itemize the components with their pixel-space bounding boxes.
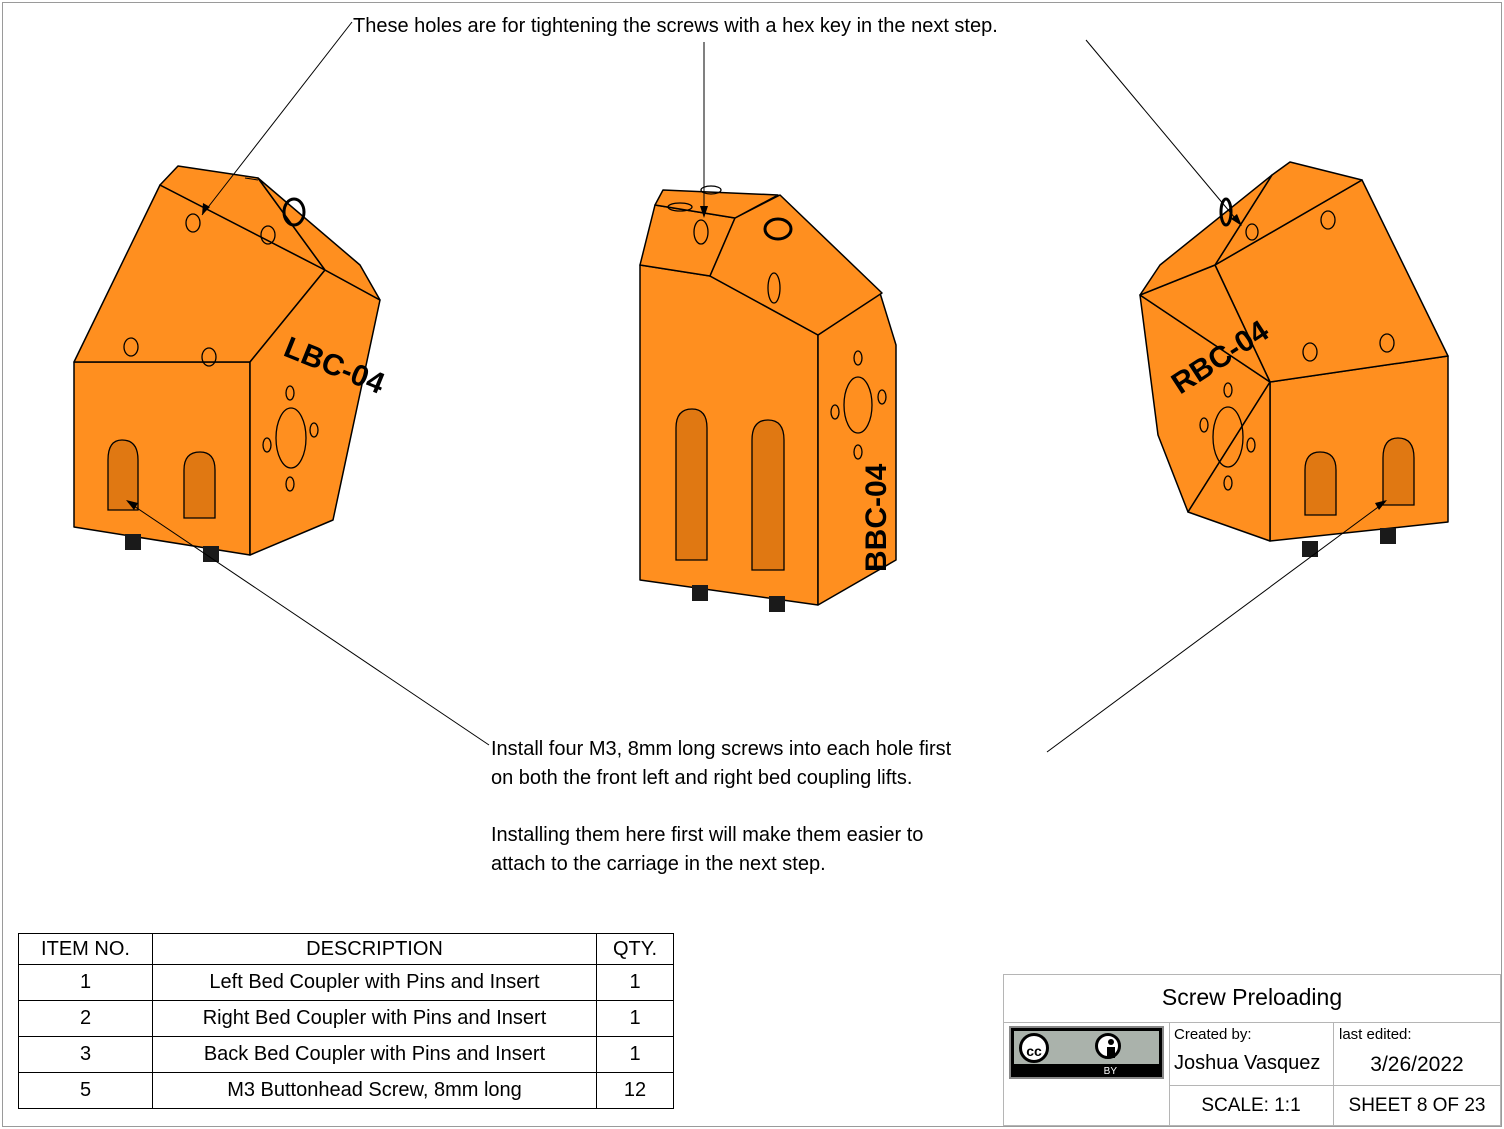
install-note-line-2: on both the front left and right bed cou… <box>491 767 913 789</box>
scale-label: SCALE: 1:1 <box>1201 1095 1301 1116</box>
bom-qty: 1 <box>596 1000 674 1037</box>
bom-header-description: DESCRIPTION <box>152 933 597 965</box>
left-bed-coupler: LBC-04 <box>73 165 389 562</box>
last-edited-date: 3/26/2022 <box>1370 1053 1464 1076</box>
cc-by-license-badge: cc BY <box>1009 1026 1164 1079</box>
sheet-number: SHEET 8 OF 23 <box>1348 1095 1486 1116</box>
bom-qty: 12 <box>596 1072 674 1109</box>
bom-description: Back Bed Coupler with Pins and Insert <box>152 1036 597 1073</box>
install-benefit-note: Installing them here first will make the… <box>491 821 923 879</box>
bom-description: M3 Buttonhead Screw, 8mm long <box>152 1072 597 1109</box>
install-note-line-4: attach to the carriage in the next step. <box>491 853 826 875</box>
bill-of-materials: ITEM NO. DESCRIPTION QTY. 1 Left Bed Cou… <box>18 933 674 1109</box>
bom-description: Right Bed Coupler with Pins and Insert <box>152 1000 597 1037</box>
bom-item-no: 2 <box>18 1000 153 1037</box>
bom-header-row: ITEM NO. DESCRIPTION QTY. <box>18 933 674 965</box>
install-note-line-3: Installing them here first will make the… <box>491 824 924 846</box>
back-part-label: BBC-04 <box>860 463 893 572</box>
title-block: Screw Preloading cc BY Created by: Joshu… <box>1003 974 1501 1126</box>
drawing-title: Screw Preloading <box>1161 984 1343 1010</box>
install-screws-note: Install four M3, 8mm long screws into ea… <box>491 735 951 793</box>
bom-item-no: 3 <box>18 1036 153 1073</box>
bom-qty: 1 <box>596 1036 674 1073</box>
back-bed-coupler: BBC-04 <box>639 185 897 612</box>
bom-row: 1 Left Bed Coupler with Pins and Insert … <box>18 964 674 1001</box>
bom-item-no: 1 <box>18 964 153 1001</box>
bom-description: Left Bed Coupler with Pins and Insert <box>152 964 597 1001</box>
right-bed-coupler: RBC-04 <box>1139 161 1449 557</box>
created-by-label: Created by: <box>1174 1026 1252 1043</box>
bom-item-no: 5 <box>18 1072 153 1109</box>
bom-qty: 1 <box>596 964 674 1001</box>
leader-lines <box>126 21 1387 753</box>
bom-header-item: ITEM NO. <box>18 933 153 965</box>
cc-icon: cc <box>1019 1033 1049 1063</box>
attribution-person-icon <box>1095 1033 1121 1059</box>
hex-key-holes-note: These holes are for tightening the screw… <box>353 15 998 37</box>
bom-row: 5 M3 Buttonhead Screw, 8mm long 12 <box>18 1072 674 1109</box>
bom-row: 3 Back Bed Coupler with Pins and Insert … <box>18 1036 674 1073</box>
bom-header-qty: QTY. <box>596 933 674 965</box>
install-note-line-1: Install four M3, 8mm long screws into ea… <box>491 738 952 760</box>
last-edited-label: last edited: <box>1339 1026 1412 1043</box>
bom-row: 2 Right Bed Coupler with Pins and Insert… <box>18 1000 674 1037</box>
cc-by-text: BY <box>1103 1066 1117 1077</box>
author-name: Joshua Vasquez <box>1174 1052 1321 1074</box>
